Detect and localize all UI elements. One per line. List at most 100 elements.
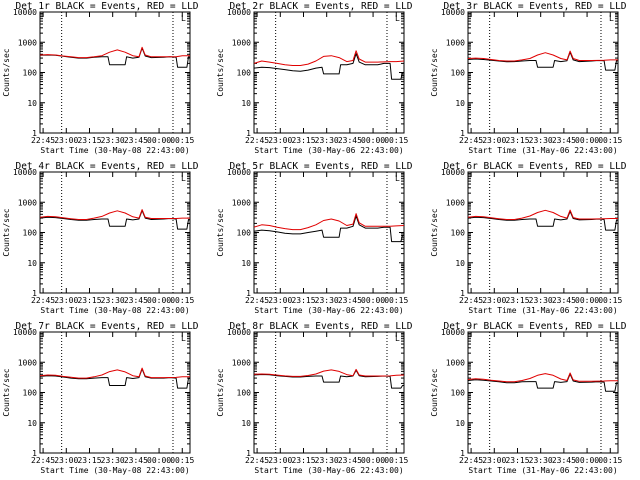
y-tick-label: 1000: [446, 198, 465, 207]
events-series-line: [467, 51, 619, 71]
corner-label: L: [395, 334, 400, 343]
x-tick-label: 23:45: [338, 136, 362, 145]
panel-title: Det 6r BLACK = Events, RED = LLD: [443, 161, 626, 172]
y-tick-label: 1000: [446, 358, 465, 367]
lld-series-line: [467, 209, 618, 220]
events-series-line: [39, 210, 191, 230]
y-tick-label: 1: [460, 449, 465, 458]
plot-frame: [467, 171, 619, 294]
y-tick-label: 1000: [18, 198, 37, 207]
y-axis-label: Counts/sec: [430, 368, 439, 416]
x-tick-label: 23:30: [315, 296, 339, 305]
y-tick-label: 1: [32, 129, 37, 138]
x-tick-label: 22:45: [459, 136, 483, 145]
x-tick-label: 23:45: [552, 296, 576, 305]
x-tick-label: 23:00: [54, 296, 78, 305]
y-axis-label: Counts/sec: [2, 48, 11, 96]
x-axis-label: Start Time (30-May-08 22:43:00): [40, 146, 189, 155]
y-tick-label: 1000: [18, 38, 37, 47]
y-axis-label: Counts/sec: [216, 368, 225, 416]
corner-label: L: [395, 14, 400, 23]
x-tick-label: 22:45: [459, 456, 483, 465]
y-axis-label: Counts/sec: [430, 208, 439, 256]
detector-panel: Det 8r BLACK = Events, RED = LLD 1 10 100 10…: [216, 321, 413, 475]
events-series-line: [467, 373, 619, 392]
y-tick-label: 100: [237, 389, 252, 398]
lld-series-line: [39, 46, 190, 59]
lld-series-line: [253, 213, 405, 231]
x-tick-label: 23:30: [315, 456, 339, 465]
plot-frame: [39, 11, 191, 134]
events-series-line: [253, 369, 404, 389]
x-tick-label: 23:15: [77, 136, 101, 145]
x-tick-label: 00:00: [147, 136, 171, 145]
plot-frame: [253, 11, 405, 134]
x-axis-label: Start Time (30-May-08 22:43:00): [40, 466, 189, 475]
x-tick-label: 23:30: [101, 296, 125, 305]
x-tick-label: 23:15: [77, 456, 101, 465]
x-axis-label: Start Time (31-May-06 22:43:00): [468, 306, 617, 315]
x-tick-label: 23:15: [505, 136, 529, 145]
x-tick-label: 23:30: [529, 136, 553, 145]
x-tick-label: 00:00: [147, 296, 171, 305]
lld-series-line: [467, 372, 618, 383]
y-tick-label: 10: [27, 259, 37, 268]
y-tick-label: 10: [455, 259, 465, 268]
x-tick-label: 23:30: [529, 296, 553, 305]
plot-frame: [253, 171, 405, 294]
y-tick-label: 1: [32, 449, 37, 458]
x-axis-label: Start Time (30-May-08 22:43:00): [40, 306, 189, 315]
y-tick-label: 10000: [227, 168, 251, 177]
y-tick-label: 10: [241, 259, 251, 268]
y-tick-label: 10: [27, 99, 37, 108]
y-tick-label: 10: [27, 419, 37, 428]
y-tick-label: 100: [23, 229, 38, 238]
lld-series-line: [39, 209, 190, 220]
corner-label: L: [609, 174, 614, 183]
y-axis-label: Counts/sec: [2, 208, 11, 256]
y-tick-label: 1: [246, 289, 251, 298]
x-tick-label: 00:15: [170, 456, 194, 465]
x-tick-label: 23:30: [101, 456, 125, 465]
x-axis-label: Start Time (30-May-06 22:43:00): [254, 466, 403, 475]
events-series-line: [39, 368, 191, 389]
corner-label: L: [181, 14, 186, 23]
y-tick-label: 100: [237, 229, 252, 238]
x-tick-label: 00:00: [575, 296, 599, 305]
x-tick-label: 22:45: [245, 136, 269, 145]
plot-frame: [467, 331, 619, 454]
panel-title: Det 1r BLACK = Events, RED = LLD: [15, 1, 198, 12]
y-axis-label: Counts/sec: [430, 48, 439, 96]
panel-title: Det 4r BLACK = Events, RED = LLD: [15, 161, 198, 172]
panel-title: Det 7r BLACK = Events, RED = LLD: [15, 321, 198, 332]
x-tick-label: 22:45: [245, 296, 269, 305]
y-axis-label: Counts/sec: [2, 368, 11, 416]
detector-panel: Det 5r BLACK = Events, RED = LLD 1 10 100 10…: [216, 161, 413, 315]
y-axis-label: Counts/sec: [216, 208, 225, 256]
x-tick-label: 23:00: [482, 136, 506, 145]
y-tick-label: 10: [455, 419, 465, 428]
plot-frame: [253, 331, 405, 454]
x-tick-label: 23:15: [291, 296, 315, 305]
x-tick-label: 23:00: [54, 456, 78, 465]
y-tick-label: 10: [241, 99, 251, 108]
y-tick-label: 10: [455, 99, 465, 108]
x-tick-label: 00:15: [384, 456, 408, 465]
y-tick-label: 10000: [441, 328, 465, 337]
x-tick-label: 00:15: [598, 456, 622, 465]
x-tick-label: 23:45: [338, 296, 362, 305]
x-tick-label: 23:45: [124, 456, 148, 465]
y-tick-label: 1: [460, 129, 465, 138]
x-tick-label: 23:00: [268, 136, 292, 145]
x-tick-label: 22:45: [31, 296, 55, 305]
y-tick-label: 10: [241, 419, 251, 428]
corner-label: L: [181, 174, 186, 183]
x-tick-label: 23:15: [505, 296, 529, 305]
y-tick-label: 10000: [13, 328, 37, 337]
plot-frame: [39, 331, 191, 454]
x-tick-label: 23:00: [268, 296, 292, 305]
x-axis-label: Start Time (31-May-06 22:43:00): [468, 146, 617, 155]
detector-panel: Det 9r BLACK = Events, RED = LLD 1 10 100 10…: [430, 321, 627, 475]
corner-label: L: [609, 334, 614, 343]
